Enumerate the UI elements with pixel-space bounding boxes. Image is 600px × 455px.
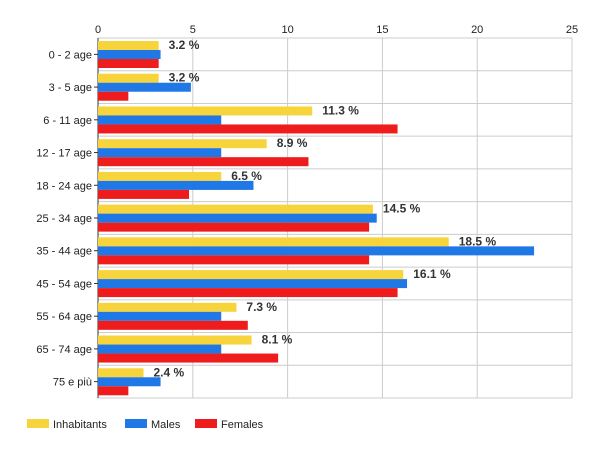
category-label: 3 - 5 age xyxy=(49,82,92,94)
category-label: 18 - 24 age xyxy=(36,180,92,192)
bar-males xyxy=(98,246,535,256)
data-label: 18.5 % xyxy=(459,234,497,248)
bar-inhabitants xyxy=(98,41,159,50)
bar-inhabitants xyxy=(98,73,159,83)
category-label: 25 - 34 age xyxy=(36,213,92,225)
bar-females xyxy=(98,386,129,396)
data-label: 14.5 % xyxy=(383,202,421,216)
bar-males xyxy=(98,377,161,387)
category-label: 6 - 11 age xyxy=(43,115,92,127)
legend-swatch-males xyxy=(125,419,147,428)
data-label: 8.9 % xyxy=(277,136,308,150)
bar-females xyxy=(98,353,279,363)
bar-males xyxy=(98,279,408,289)
bar-females xyxy=(98,91,129,101)
x-tick-label: 0 xyxy=(95,24,101,36)
bar-inhabitants xyxy=(98,368,144,378)
category-label: 35 - 44 age xyxy=(36,246,92,258)
bar-inhabitants xyxy=(98,171,222,181)
data-label: 6.5 % xyxy=(231,169,262,183)
category-label: 75 e più xyxy=(53,377,92,389)
bar-inhabitants xyxy=(98,204,373,214)
legend-swatch-inhabitants xyxy=(27,419,49,428)
legend-swatch-females xyxy=(195,419,217,428)
bar-inhabitants xyxy=(98,335,252,345)
x-tick-label: 10 xyxy=(281,24,293,36)
bar-males xyxy=(98,311,222,321)
category-label: 0 - 2 age xyxy=(49,49,92,61)
data-label: 7.3 % xyxy=(246,300,277,314)
data-label: 2.4 % xyxy=(154,365,185,379)
data-label: 3.2 % xyxy=(169,71,200,85)
category-label: 65 - 74 age xyxy=(36,344,92,356)
bar-inhabitants xyxy=(98,139,267,149)
bar-females xyxy=(98,124,398,134)
bar-females xyxy=(98,189,190,199)
bar-females xyxy=(98,255,370,265)
legend-label-inhabitants: Inhabitants xyxy=(53,419,107,431)
bar-males xyxy=(98,82,191,92)
x-tick-label: 15 xyxy=(376,24,388,36)
x-tick-label: 25 xyxy=(566,24,578,36)
data-label: 16.1 % xyxy=(413,267,451,281)
bar-males xyxy=(98,50,161,59)
bar-females xyxy=(98,59,159,68)
legend-label-females: Females xyxy=(221,419,264,431)
x-tick-label: 5 xyxy=(190,24,196,36)
data-label: 8.1 % xyxy=(262,333,293,347)
data-label: 11.3 % xyxy=(322,103,359,117)
bar-inhabitants xyxy=(98,302,237,312)
bar-females xyxy=(98,157,309,167)
bar-males xyxy=(98,344,222,354)
x-tick-label: 20 xyxy=(471,24,483,36)
bar-males xyxy=(98,148,222,158)
category-label: 45 - 54 age xyxy=(36,278,92,290)
category-label: 12 - 17 age xyxy=(36,148,92,160)
category-label: 55 - 64 age xyxy=(36,311,92,323)
bar-males xyxy=(98,180,254,190)
bar-females xyxy=(98,320,248,330)
bar-males xyxy=(98,115,222,125)
bar-females xyxy=(98,288,398,298)
bar-males xyxy=(98,213,377,223)
bar-inhabitants xyxy=(98,237,449,247)
bar-females xyxy=(98,222,370,232)
data-label: 3.2 % xyxy=(169,38,200,52)
bar-inhabitants xyxy=(98,270,404,280)
bar-inhabitants xyxy=(98,106,313,116)
legend-label-males: Males xyxy=(151,419,181,431)
